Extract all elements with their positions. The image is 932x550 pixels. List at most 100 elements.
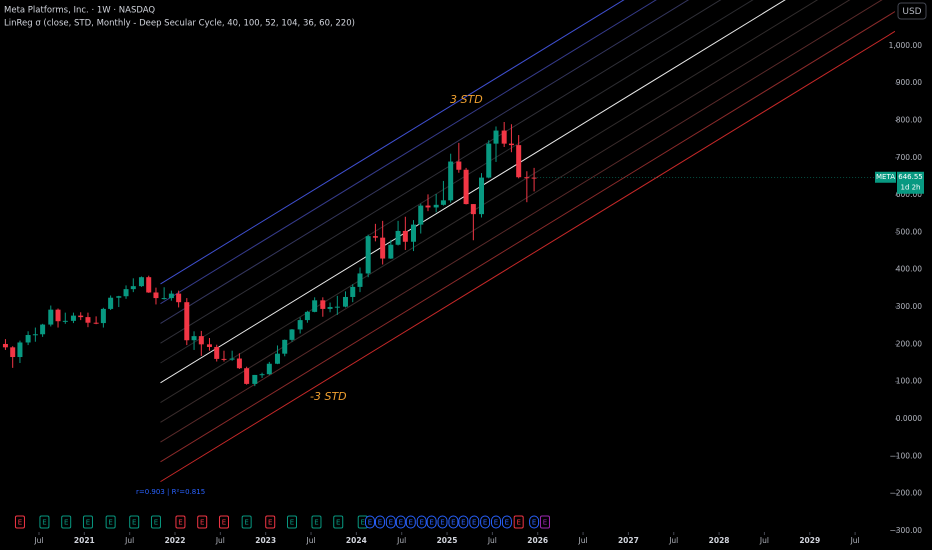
event-marker (529, 515, 540, 529)
candle-body (289, 329, 295, 340)
candle-body (93, 322, 99, 324)
x-tick-label: 2024 (346, 536, 367, 545)
x-tick-label: Jul (396, 536, 406, 545)
x-tick-label: 2028 (709, 536, 730, 545)
y-tick-label: 900.00 (896, 78, 922, 87)
candle-body (10, 347, 16, 358)
event-marker-label: E (451, 519, 455, 527)
event-marker-label: E (419, 519, 423, 527)
candle-body (161, 298, 167, 300)
candle-body (259, 374, 265, 376)
event-marker-label: E (290, 519, 294, 527)
symbol-title: Meta Platforms, Inc. · 1W · NASDAQ (4, 6, 155, 16)
event-marker (374, 515, 385, 529)
candle-body (425, 205, 431, 208)
candle-body (146, 277, 152, 293)
event-marker-label: E (222, 519, 226, 527)
candle-body (312, 300, 318, 312)
candle-body (168, 293, 174, 299)
candle-body (508, 143, 514, 146)
event-marker-label: E (440, 519, 444, 527)
y-tick-label: 800.00 (896, 116, 922, 125)
y-tick-label: −100.00 (889, 451, 922, 460)
event-marker (491, 515, 502, 529)
price-badge-countdown: 1d 2h (900, 184, 920, 192)
event-marker-label: E (18, 519, 22, 527)
candle-body (70, 315, 76, 321)
y-tick-label: 700.00 (896, 153, 922, 162)
event-marker (539, 515, 550, 529)
candle-body (252, 374, 258, 384)
x-tick-label: 2027 (618, 536, 639, 545)
candle-body (100, 308, 106, 324)
event-marker (286, 515, 297, 529)
candle-body (456, 161, 462, 170)
channel-line (160, 0, 657, 305)
candle-body (184, 302, 190, 341)
event-marker-label: E (86, 519, 90, 527)
event-marker (265, 515, 276, 529)
event-marker (426, 515, 437, 529)
candle-body (516, 145, 522, 178)
candle-body (123, 289, 129, 297)
x-tick-label: Jul (305, 536, 315, 545)
candle-body (350, 286, 356, 297)
candle-body (191, 336, 197, 341)
candle-body (108, 297, 114, 309)
event-marker (448, 515, 459, 529)
candle-body (304, 311, 310, 321)
y-tick-label: 0.0000 (896, 414, 922, 423)
candle-body (380, 237, 386, 259)
candle-body (206, 344, 212, 347)
candle-body (524, 177, 530, 179)
event-marker-label: E (200, 519, 204, 527)
event-marker-label: E (389, 519, 393, 527)
candle-body (236, 358, 242, 369)
x-tick-label: Jul (759, 536, 769, 545)
candle-body (130, 286, 136, 290)
event-marker (14, 515, 25, 529)
currency-label[interactable]: USD (902, 7, 921, 17)
event-marker (513, 515, 524, 529)
candle-body (116, 296, 122, 298)
event-marker-label: E (178, 519, 182, 527)
event-marker (311, 515, 322, 529)
candle-body (138, 277, 144, 287)
candle-body (40, 324, 46, 335)
currency-button[interactable] (897, 2, 927, 20)
regression-stats: r=0.903 | R²=0.815 (136, 488, 205, 496)
candle-body (176, 293, 182, 303)
event-marker-label: E (516, 519, 520, 527)
channel-line (160, 0, 754, 364)
event-marker (385, 515, 396, 529)
x-tick-label: 2029 (799, 536, 820, 545)
y-tick-label: 200.00 (896, 339, 922, 348)
event-marker-label: E (154, 519, 158, 527)
candle-body (479, 177, 485, 215)
channel-line (160, 0, 883, 443)
channel-line (160, 0, 625, 285)
x-tick-label: Jul (578, 536, 588, 545)
event-marker (458, 515, 469, 529)
event-marker-label: E (64, 519, 68, 527)
candle-body (221, 358, 227, 360)
candle-body (274, 353, 280, 364)
candle-body (327, 307, 333, 309)
candle-body (463, 169, 469, 205)
symbol-badge-text: META (876, 173, 895, 181)
x-tick-label: 2022 (165, 536, 186, 545)
event-marker-label: E (543, 519, 547, 527)
event-marker (175, 515, 186, 529)
candle-body (418, 205, 424, 225)
candle-body (486, 143, 492, 178)
candle-body (48, 309, 54, 325)
event-marker-label: E (42, 519, 46, 527)
event-marker (129, 515, 140, 529)
y-tick-label: −300.00 (889, 526, 922, 535)
event-marker-label: E (461, 519, 465, 527)
channel-line (160, 30, 895, 483)
candle-body (470, 204, 476, 215)
candle-body (372, 236, 378, 238)
channel-line (160, 0, 722, 344)
candle-body (531, 177, 537, 179)
